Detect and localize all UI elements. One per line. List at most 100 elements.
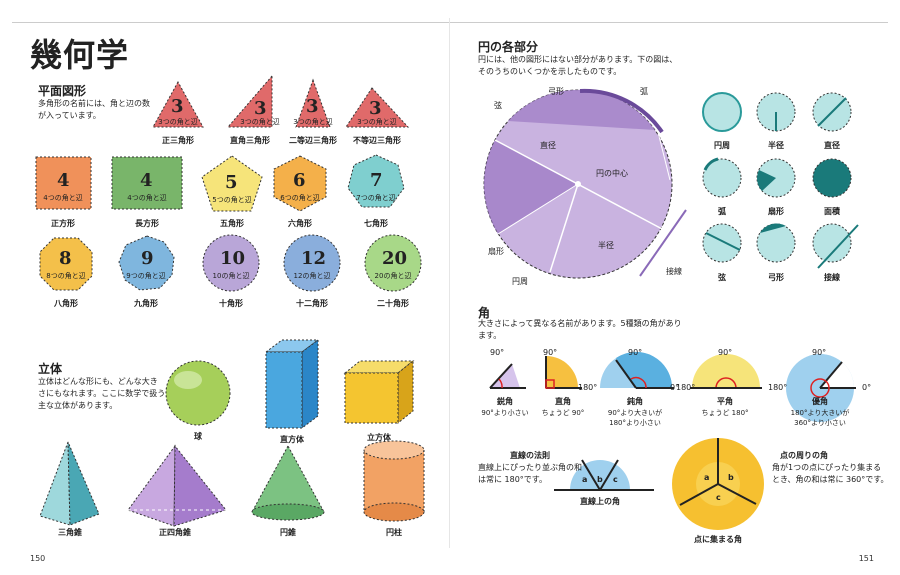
- small-circle-arc: [702, 157, 742, 198]
- solid-intro-line: 主な立体があります。: [38, 401, 118, 410]
- small-label: 扇形: [768, 207, 784, 216]
- triangle-equilateral: [152, 80, 204, 128]
- angle-letter: c: [716, 493, 721, 502]
- line-rule-text: 直線上にぴったり並ぶ角の和 は常に 180°です。: [478, 462, 582, 486]
- point-rule-line: とき、角の和は常に 360°です。: [772, 475, 889, 484]
- poly-number: 9: [141, 248, 154, 269]
- small-circle-sector: [756, 158, 796, 198]
- solid-intro-line: さにもなれます。ここに数学で扱う: [38, 389, 166, 398]
- solid-name: 三角錐: [58, 528, 82, 537]
- poly-sub: 5つの角と辺: [212, 196, 252, 204]
- right-diagrams-canvas: [483, 88, 859, 530]
- plane-heading: 平面図形: [38, 84, 87, 98]
- small-circle-segment: [756, 223, 796, 263]
- plane-intro-line: 多角形の名前には、角と辺の数: [38, 99, 150, 108]
- triangle-number: 3: [369, 98, 382, 119]
- page-title: 幾何学: [30, 36, 130, 74]
- small-label: 円周: [714, 141, 730, 150]
- circle-intro: 円には、他の図形にはない部分があります。下の図は、 そのうちのいくつかを示したも…: [478, 54, 677, 78]
- poly-sub: 7つの角と辺: [356, 194, 396, 202]
- poly-number: 6: [293, 170, 306, 191]
- reflex-angle-diagram: [786, 354, 856, 422]
- angle-intro: 大きさによって異なる名前があります。5種類の角があり ます。: [478, 318, 682, 342]
- angle-intro-line: ます。: [478, 331, 502, 340]
- sphere-solid: [165, 360, 231, 426]
- deg-label: 180°: [578, 383, 598, 392]
- left-shapes-canvas: [35, 74, 425, 527]
- poly-number: 8: [59, 248, 72, 269]
- angle-letter: a: [582, 475, 588, 484]
- small-label: 直径: [824, 141, 840, 150]
- solid-name: 立方体: [367, 433, 391, 442]
- deg-label: 180°: [768, 383, 788, 392]
- angle-desc: 180°より小さい: [609, 419, 661, 427]
- page-number-right: 151: [858, 554, 874, 563]
- hexagon-shape: [273, 155, 327, 212]
- label-segment: 弓形: [548, 87, 564, 96]
- triangle-sub: 3つの角と辺: [357, 118, 397, 126]
- angle-intro-line: 大きさによって異なる名前があります。5種類の角があり: [478, 319, 682, 328]
- deg-label: 90°: [718, 348, 733, 357]
- deg-label: 90°: [628, 348, 643, 357]
- angle-desc: 90°より大きいが: [607, 409, 663, 417]
- small-circle-circumference: [702, 92, 742, 132]
- small-label: 弧: [718, 207, 726, 216]
- label-circumference: 円周: [512, 277, 528, 286]
- cube-solid: [343, 359, 415, 425]
- small-label: 弓形: [768, 273, 784, 282]
- poly-sub: 4つの角と辺: [43, 194, 83, 202]
- poly-sub: 9つの角と辺: [126, 272, 166, 280]
- icosagon-shape: [364, 234, 422, 292]
- angle-name: 鈍角: [627, 397, 643, 406]
- circle-intro-line: 円には、他の図形にはない部分があります。下の図は、: [478, 55, 678, 64]
- right-page: 円の各部分 円には、他の図形にはない部分があります。下の図は、 そのうちのいくつ…: [450, 0, 900, 575]
- deg-label: 90°: [490, 348, 505, 357]
- triangle-sub: 3つの角と辺: [158, 118, 198, 126]
- poly-sub: 8つの角と辺: [46, 272, 86, 280]
- triangle-number: 3: [306, 96, 319, 117]
- left-page: 幾何学 平面図形 多角形の名前には、角と辺の数 が入っています。: [30, 36, 425, 563]
- top-rule: [12, 22, 888, 23]
- solid-intro: 立体はどんな形にも、どんな大き さにもなれます。ここに数学で扱う 主な立体があり…: [38, 376, 165, 412]
- poly-name: 九角形: [134, 299, 158, 308]
- poly-number: 4: [140, 170, 153, 191]
- cone-solid: [251, 444, 325, 521]
- label-chord: 弦: [494, 101, 502, 110]
- label-center: 円の中心: [596, 169, 628, 178]
- plane-intro-line: が入っています。: [38, 111, 101, 120]
- small-circle-diameter: [812, 92, 852, 132]
- point-angles-diagram: [672, 438, 764, 530]
- angle-desc: 90°より小さい: [481, 409, 529, 417]
- small-circle-radius: [756, 92, 796, 132]
- angle-letter: a: [704, 473, 710, 482]
- triangle-name: 二等辺三角形: [289, 136, 337, 145]
- point-rule-text: 角が1つの点にぴったり集まる とき、角の和は常に 360°です。: [772, 462, 888, 486]
- triangle-name: 不等辺三角形: [353, 136, 401, 145]
- line-rule-caption: 直線上の角: [580, 497, 620, 506]
- angle-desc: 360°より小さい: [794, 419, 846, 427]
- deg-label: 0°: [862, 383, 872, 392]
- poly-name: 正方形: [51, 219, 75, 228]
- triangle-number: 3: [254, 98, 267, 119]
- small-label: 弦: [718, 273, 726, 282]
- line-rule-line: は常に 180°です。: [478, 475, 548, 484]
- nonagon-shape: [118, 235, 175, 291]
- poly-sub: 4つの角と辺: [127, 194, 167, 202]
- poly-sub: 10の角と辺: [212, 272, 250, 280]
- triangle-isosceles: [295, 78, 331, 128]
- poly-number: 20: [382, 248, 408, 269]
- solid-heading: 立体: [38, 362, 63, 376]
- straight-angle-diagram: [690, 354, 762, 389]
- octagon-shape: [39, 237, 93, 291]
- pentagon-shape: [201, 155, 263, 212]
- angle-name: 直角: [555, 397, 571, 406]
- poly-number: 10: [220, 248, 246, 269]
- poly-number: 4: [57, 170, 70, 191]
- page-gutter: [449, 18, 450, 548]
- point-rule-line: 角が1つの点にぴったり集まる: [772, 463, 882, 472]
- angle-letter: b: [728, 473, 734, 482]
- deg-label: 180°: [676, 383, 696, 392]
- line-angles-diagram: [554, 459, 654, 491]
- angle-name: 鋭角: [497, 397, 513, 406]
- solid-intro-line: 立体はどんな形にも、どんな大き: [38, 377, 158, 386]
